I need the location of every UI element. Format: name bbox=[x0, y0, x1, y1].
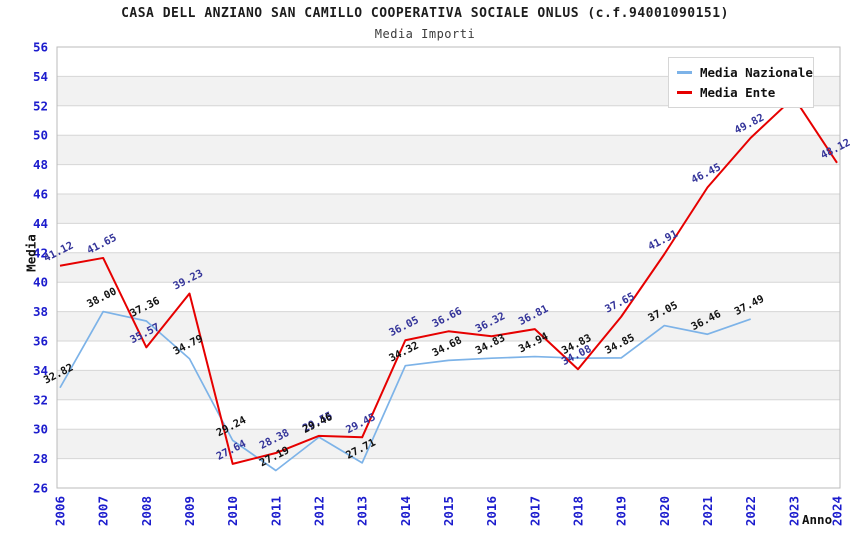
plot-band bbox=[57, 105, 840, 136]
x-tick-label: 2024 bbox=[830, 496, 845, 526]
y-axis-title: Media bbox=[23, 234, 39, 272]
legend-label-media-nazionale: Media Nazionale bbox=[700, 64, 813, 80]
y-tick-label: 44 bbox=[33, 216, 48, 231]
legend-swatch-media-nazionale bbox=[677, 70, 692, 74]
y-tick-label: 26 bbox=[33, 481, 48, 496]
x-tick-label: 2022 bbox=[743, 496, 758, 526]
plot-band bbox=[57, 370, 840, 400]
plot-band bbox=[57, 135, 840, 165]
series-line-media-ente bbox=[59, 96, 838, 465]
plot-band bbox=[57, 399, 840, 430]
series-line-media-nazionale bbox=[59, 310, 751, 472]
plot-band bbox=[57, 252, 840, 283]
y-tick-label: 34 bbox=[33, 363, 48, 378]
y-tick-label: 52 bbox=[33, 98, 48, 113]
y-tick-label: 40 bbox=[33, 275, 48, 290]
plot-band bbox=[57, 311, 840, 341]
chart-subtitle: Media Importi bbox=[374, 27, 476, 41]
x-tick-label: 2023 bbox=[786, 496, 801, 526]
y-tick-label: 32 bbox=[33, 392, 48, 407]
plot-band bbox=[57, 164, 840, 194]
plot-band bbox=[57, 223, 840, 253]
x-tick-label: 2012 bbox=[312, 496, 327, 526]
x-tick-label: 2007 bbox=[96, 496, 111, 526]
y-tick-label: 28 bbox=[33, 451, 48, 466]
legend-swatch-media-ente bbox=[677, 90, 692, 94]
legend-label-media-ente: Media Ente bbox=[700, 84, 776, 100]
x-tick-label: 2017 bbox=[527, 496, 542, 526]
x-tick-label: 2008 bbox=[139, 496, 154, 526]
y-tick-label: 48 bbox=[33, 157, 48, 172]
legend-item-media-ente: Media Ente bbox=[675, 82, 807, 102]
x-tick-label: 2010 bbox=[225, 496, 240, 526]
x-tick-label: 2016 bbox=[484, 496, 499, 526]
plot-band bbox=[57, 194, 840, 224]
x-axis-title: Anno bbox=[802, 512, 833, 527]
plot-band bbox=[57, 341, 840, 371]
x-tick-label: 2019 bbox=[614, 496, 629, 526]
x-tick-label: 2013 bbox=[355, 496, 370, 526]
legend-item-media-nazionale: Media Nazionale bbox=[675, 62, 813, 82]
x-tick-label: 2009 bbox=[182, 496, 197, 526]
y-tick-label: 54 bbox=[33, 69, 48, 84]
x-tick-label: 2020 bbox=[657, 496, 672, 526]
x-tick-label: 2014 bbox=[398, 496, 413, 526]
x-tick-label: 2006 bbox=[53, 496, 68, 526]
y-tick-label: 30 bbox=[33, 422, 48, 437]
y-tick-label: 36 bbox=[33, 334, 48, 349]
chart-title: CASA DELL ANZIANO SAN CAMILLO COOPERATIV… bbox=[121, 6, 729, 21]
y-tick-label: 56 bbox=[33, 40, 48, 55]
y-tick-label: 46 bbox=[33, 187, 48, 202]
y-tick-label: 50 bbox=[33, 128, 48, 143]
plot-band bbox=[57, 458, 840, 488]
x-tick-label: 2011 bbox=[268, 496, 283, 526]
x-tick-label: 2018 bbox=[571, 496, 586, 526]
legend: Media Nazionale Media Ente bbox=[668, 57, 814, 108]
y-tick-label: 42 bbox=[33, 245, 48, 260]
x-tick-label: 2021 bbox=[700, 496, 715, 526]
plot-border bbox=[56, 46, 841, 489]
y-tick-label: 38 bbox=[33, 304, 48, 319]
plot-band bbox=[57, 429, 840, 459]
x-tick-label: 2015 bbox=[441, 496, 456, 526]
